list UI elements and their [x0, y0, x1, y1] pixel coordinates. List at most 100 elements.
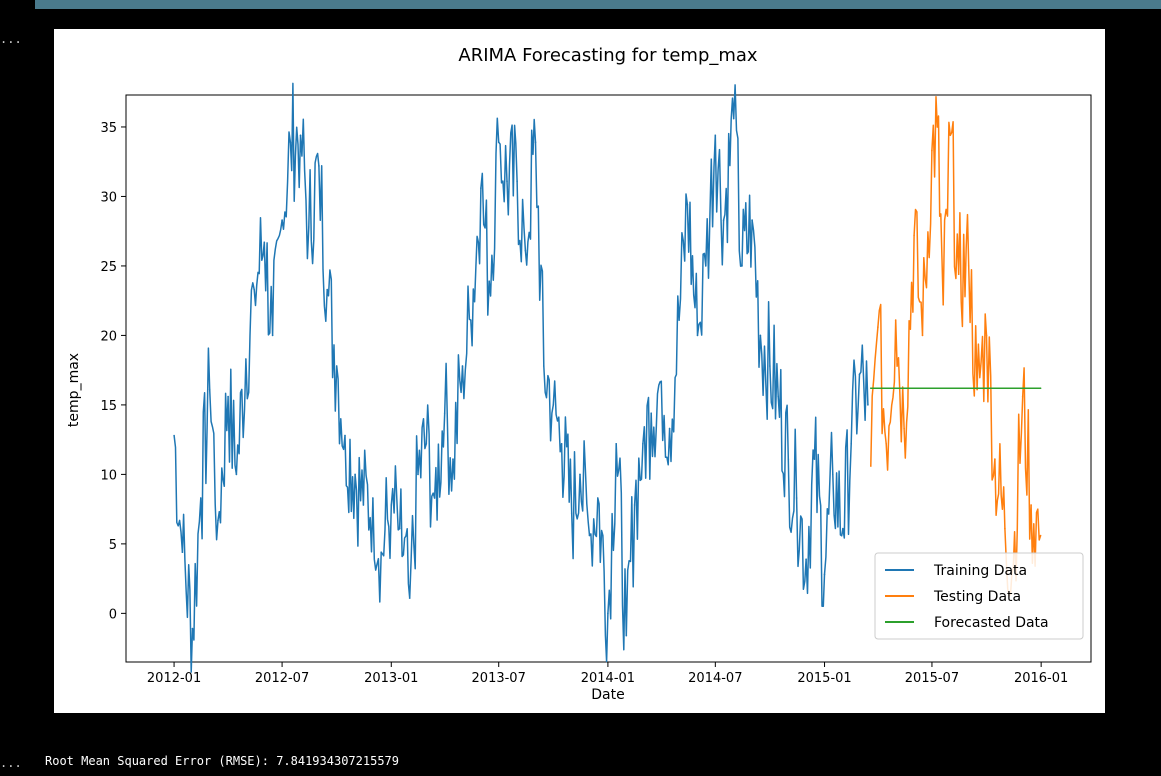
data-point [642, 443, 644, 445]
cell-top-bar [35, 0, 1161, 9]
legend-label: Training Data [933, 563, 1027, 579]
data-point [921, 334, 924, 337]
data-point [823, 573, 826, 576]
data-point [200, 497, 202, 499]
data-point [813, 458, 816, 460]
data-point [777, 395, 779, 398]
data-point [398, 527, 401, 530]
data-point [795, 497, 798, 499]
data-point [1039, 534, 1042, 537]
y-tick-label: 10 [100, 468, 117, 483]
x-tick-label: 2015-01 [797, 671, 851, 686]
data-point [534, 141, 537, 143]
x-tick-label: 2014-01 [581, 671, 635, 686]
plot-area [125, 94, 1092, 663]
data-point [705, 265, 707, 267]
data-point [870, 465, 872, 467]
data-point [832, 473, 834, 476]
chart-legend: Training Data Testing Data Forecasted Data [874, 552, 1084, 640]
data-point [858, 373, 861, 376]
chart-title: ARIMA Forecasting for temp_max [458, 45, 758, 66]
chart-figure: ARIMA Forecasting for temp_max 2012-01 20… [54, 29, 1105, 713]
data-point [281, 219, 283, 221]
data-point [722, 219, 725, 221]
data-point [452, 458, 454, 460]
data-point [443, 412, 446, 415]
data-point [299, 134, 302, 137]
cell-collapse-ellipsis-top[interactable]: ... [0, 32, 22, 46]
data-point [741, 265, 743, 267]
data-point [524, 249, 527, 252]
cell-collapse-ellipsis-bottom[interactable]: ... [0, 756, 22, 770]
data-point [390, 504, 393, 506]
data-point [506, 180, 508, 182]
data-point [769, 365, 771, 367]
data-point [354, 473, 356, 476]
data-point [227, 395, 229, 398]
series-line-testing-data [870, 96, 1042, 597]
data-point [308, 226, 310, 228]
y-tick-label: 35 [100, 121, 117, 136]
legend-frame [874, 552, 1084, 640]
x-tick-label: 2013-07 [472, 671, 526, 686]
data-point [625, 634, 628, 637]
data-point [615, 443, 617, 445]
data-point [271, 334, 274, 337]
data-point [957, 273, 960, 276]
data-point [335, 365, 338, 367]
x-tick-label: 2012-01 [147, 671, 201, 686]
data-point [470, 319, 472, 321]
x-tick-label: 2013-01 [364, 671, 418, 686]
data-point [173, 434, 175, 437]
x-tick-label: 2012-07 [255, 671, 309, 686]
data-point [949, 134, 952, 137]
data-point [696, 334, 699, 337]
data-point [588, 534, 591, 537]
data-point [842, 527, 844, 530]
data-point [660, 380, 663, 383]
data-point [425, 443, 428, 445]
data-point [372, 497, 374, 499]
data-point [850, 443, 852, 445]
data-point [408, 597, 411, 599]
data-point [326, 288, 329, 291]
y-tick-label: 30 [100, 190, 117, 205]
data-point [497, 141, 500, 143]
data-point [787, 458, 790, 460]
data-point [488, 280, 491, 282]
data-point [191, 627, 194, 630]
data-point [570, 512, 573, 515]
data-point [344, 434, 346, 437]
series-line-training-data [173, 82, 869, 673]
data-point [759, 334, 762, 337]
data-point [885, 443, 887, 445]
data-point [1021, 395, 1024, 398]
data-point [732, 117, 735, 120]
plot-frame [125, 94, 1092, 663]
data-point [461, 365, 464, 367]
data-point [560, 443, 563, 445]
data-point [208, 388, 211, 391]
data-point [870, 387, 872, 390]
data-point [552, 404, 555, 406]
data-point [1039, 387, 1042, 390]
y-tick-label: 25 [100, 260, 117, 275]
y-tick-label: 5 [109, 538, 117, 553]
y-tick-label: 20 [100, 329, 117, 344]
data-point [931, 149, 933, 152]
data-point [877, 326, 879, 328]
data-point [686, 204, 689, 206]
data-point [362, 504, 365, 506]
y-tick-label: 15 [100, 399, 117, 414]
y-axis: 0 5 10 15 20 25 30 35 [100, 121, 126, 622]
data-point [597, 497, 599, 499]
data-point [181, 551, 184, 553]
data-point [678, 319, 680, 321]
data-point [380, 551, 383, 553]
data-point [633, 504, 636, 506]
data-point [936, 126, 939, 128]
x-tick-label: 2014-07 [688, 671, 742, 686]
data-point [650, 412, 652, 415]
data-point [913, 234, 915, 237]
x-axis-label: Date [591, 687, 624, 703]
